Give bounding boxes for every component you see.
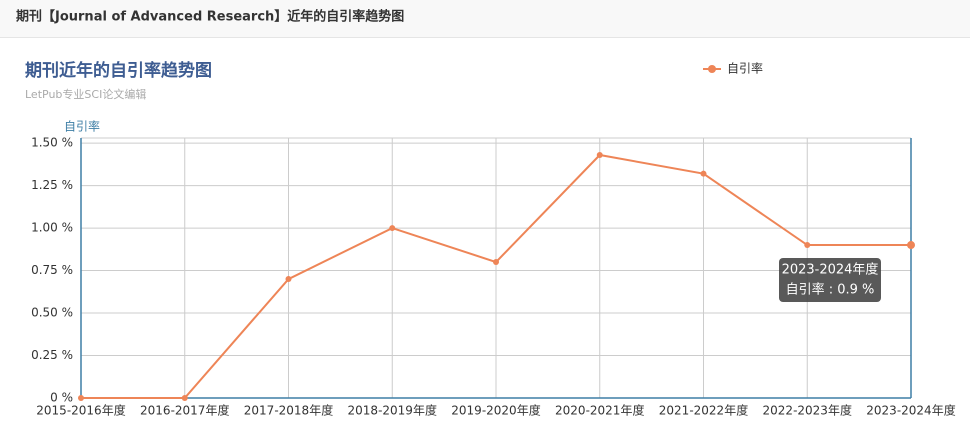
data-point: [907, 241, 915, 250]
x-tick-label: 2018-2019年度: [348, 403, 437, 418]
data-point: [493, 259, 499, 266]
data-point: [181, 395, 188, 401]
x-tick-label: 2017-2018年度: [244, 403, 333, 418]
x-tick-label: 2023-2024年度: [866, 403, 955, 418]
x-tick-label: 2016-2017年度: [140, 403, 229, 418]
x-tick-label: 2019-2020年度: [451, 403, 540, 418]
y-tick-label: 1.25 %: [31, 178, 73, 192]
x-tick-label: 2020-2021年度: [555, 403, 644, 418]
y-tick-label: 0.50 %: [31, 306, 73, 320]
tooltip-value: 自引率 : 0.9 %: [786, 282, 875, 298]
data-point: [700, 170, 707, 177]
x-tick-label: 2015-2016年度: [36, 403, 125, 418]
legend-marker: [708, 65, 716, 73]
chart-subtitle: LetPub专业SCI论文编辑: [25, 87, 146, 101]
legend-label: 自引率: [727, 61, 763, 76]
y-tick-label: 0.75 %: [31, 263, 73, 277]
y-axis-label: 自引率: [64, 119, 100, 134]
y-tick-label: 1.50 %: [31, 136, 73, 150]
x-tick-label: 2021-2022年度: [659, 403, 748, 418]
y-tick-label: 0 %: [50, 391, 73, 405]
tooltip-box: [779, 258, 881, 302]
y-tick-label: 1.00 %: [31, 221, 73, 235]
data-point: [596, 151, 603, 158]
tooltip-category: 2023-2024年度: [782, 262, 879, 278]
data-point: [78, 395, 84, 401]
x-tick-label: 2022-2023年度: [763, 403, 852, 418]
chart-title: 期刊近年的自引率趋势图: [25, 60, 212, 81]
data-point: [389, 225, 396, 232]
dialog-title: 期刊【Journal of Advanced Research】近年的自引率趋势…: [16, 9, 404, 25]
y-tick-label: 0.25 %: [31, 348, 73, 362]
header-bar: [0, 0, 970, 37]
data-point: [285, 276, 292, 283]
data-point: [804, 242, 811, 249]
